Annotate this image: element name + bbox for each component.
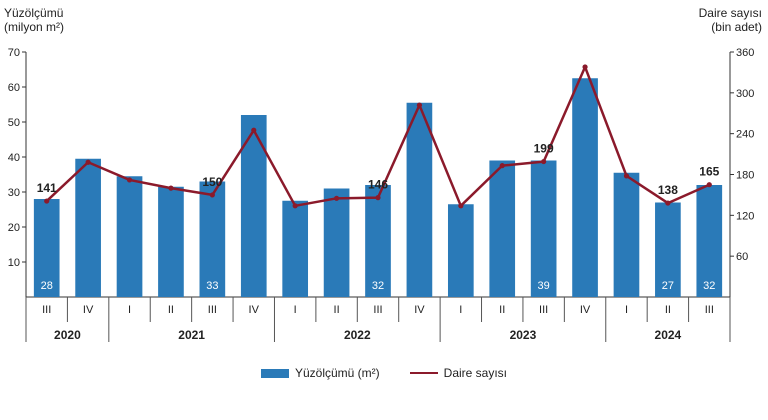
quarter-label: I [459,304,462,316]
units-point-4 [209,192,215,198]
bar-value-label: 32 [703,280,715,292]
legend-label-units: Daire sayısı [443,366,508,380]
units-point-1 [85,159,91,165]
legend-label-area: Yüzölçümü (m²) [294,366,380,380]
year-label: 2020 [54,328,81,342]
left-tick-label: 40 [8,152,20,164]
year-label: 2024 [655,328,682,342]
line-value-label: 150 [202,175,222,189]
bar-14 [613,172,640,297]
quarter-label: I [294,304,297,316]
quarter-label: III [539,304,548,316]
line-value-label: 141 [37,181,57,195]
units-point-13 [582,64,588,70]
left-tick-label: 60 [8,82,20,94]
bar-2 [116,176,143,297]
left-tick-label: 30 [8,187,20,199]
quarter-label: II [665,304,671,316]
line-value-label: 146 [368,178,388,192]
bar-3 [158,186,184,297]
legend-line-swatch [409,372,438,374]
bar-value-label: 33 [206,280,218,292]
quarter-label: II [499,304,505,316]
quarter-label: III [705,304,714,316]
units-point-14 [623,173,630,179]
bar-1 [75,158,101,297]
right-tick-label: 240 [736,129,754,141]
quarter-label: IV [580,304,591,316]
quarter-label: II [168,304,174,316]
bar-0 [33,199,60,297]
quarter-label: IV [414,304,425,316]
units-point-3 [168,185,174,191]
right-tick-label: 180 [736,170,754,182]
left-axis-title-line1: Yüzölçümü [4,6,64,20]
right-tick-label: 300 [736,88,754,100]
units-point-6 [292,203,298,209]
left-axis-title: Yüzölçümü (milyon m²) [4,6,64,34]
bar-10 [447,204,474,297]
units-point-0 [44,198,50,204]
bar-value-label: 32 [372,280,384,292]
units-point-12 [541,158,547,165]
legend-bar-swatch [260,368,289,378]
units-point-7 [333,195,340,201]
units-point-15 [665,200,671,206]
bar-7 [323,188,350,297]
line-value-label: 138 [658,183,678,197]
right-axis-title: Daire sayısı (bin adet) [699,6,762,34]
bar-11 [489,160,516,297]
right-axis-title-line2: (bin adet) [711,20,762,34]
quarter-label: III [208,304,217,316]
bar-16 [696,185,723,297]
units-point-2 [126,177,133,183]
legend-item-area: Yüzölçümü (m²) [260,366,380,380]
quarter-label: IV [249,304,260,316]
bar-12 [530,160,557,297]
bar-value-label: 28 [41,280,53,292]
bar-13 [572,78,598,297]
right-tick-label: 360 [736,47,754,59]
bar-8 [365,185,391,297]
year-label: 2023 [510,328,537,342]
left-tick-label: 50 [8,117,20,129]
quarter-label: III [373,304,382,316]
bar-15 [655,202,681,297]
quarter-label: I [625,304,628,316]
left-tick-label: 70 [8,47,20,59]
right-tick-label: 120 [736,210,754,222]
units-point-9 [416,102,423,108]
legend-item-units: Daire sayısı [409,366,508,380]
units-point-10 [458,203,464,209]
right-tick-label: 60 [736,251,748,263]
bar-4 [199,181,226,297]
units-point-11 [499,163,505,169]
year-label: 2022 [344,328,371,342]
line-value-label: 165 [699,165,719,179]
bar-value-label: 27 [662,280,674,292]
bar-value-label: 39 [538,280,550,292]
right-axis-title-line1: Daire sayısı [698,6,762,20]
bar-6 [282,200,309,297]
quarter-label: II [334,304,340,316]
year-label: 2021 [178,328,205,342]
left-tick-label: 10 [8,257,20,269]
quarter-label: III [42,304,51,316]
legend: Yüzölçümü (m²) Daire sayısı [0,366,768,380]
bar-9 [406,102,433,297]
line-value-label: 199 [534,142,554,156]
units-point-8 [375,195,381,201]
left-tick-label: 20 [8,222,20,234]
units-point-16 [706,182,712,188]
quarter-label: I [128,304,131,316]
left-axis-title-line2: (milyon m²) [4,20,64,34]
units-point-5 [251,127,257,133]
quarter-label: IV [83,304,94,316]
